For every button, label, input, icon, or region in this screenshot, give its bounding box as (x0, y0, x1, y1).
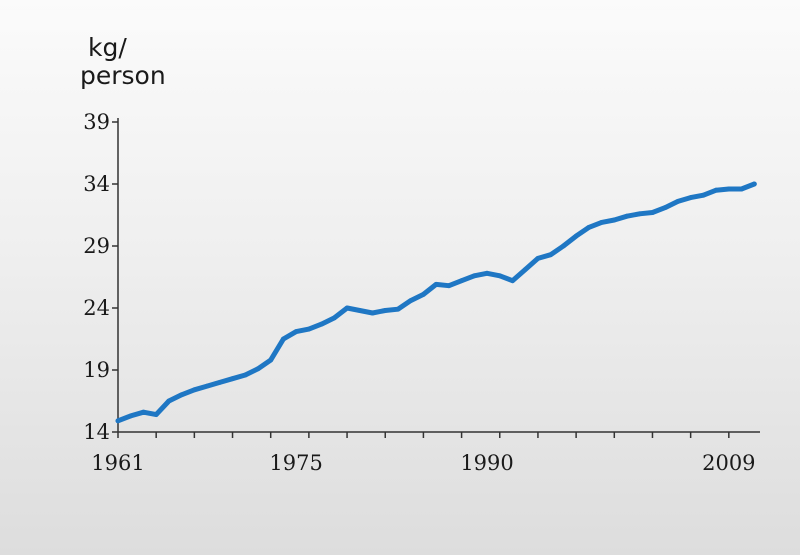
data-point (650, 210, 655, 215)
data-point (344, 305, 350, 311)
data-point (281, 336, 286, 342)
y-tick-label: 14 (83, 420, 110, 444)
series-line (115, 181, 757, 424)
y-tick-label: 24 (83, 296, 110, 320)
data-point (306, 326, 312, 332)
data-point (433, 282, 439, 287)
x-tick-label: 1990 (460, 451, 513, 475)
data-point (192, 387, 197, 393)
x-tick-label: 2009 (702, 451, 755, 475)
data-point (662, 205, 668, 211)
data-point (179, 392, 185, 398)
data-point (166, 398, 172, 404)
y-tick-label: 34 (83, 172, 110, 196)
data-point (293, 329, 299, 334)
data-point (204, 383, 210, 389)
data-point (611, 217, 617, 223)
data-point (510, 278, 515, 284)
data-point (421, 292, 426, 297)
data-point (217, 380, 223, 385)
y-tick-label: 39 (83, 110, 110, 134)
data-point (141, 409, 146, 415)
data-point (573, 233, 579, 239)
data-point (713, 187, 719, 193)
y-axis-label-line1: kg/ (88, 33, 127, 62)
x-tick-label: 1975 (269, 451, 322, 475)
data-point (382, 308, 388, 313)
data-point (586, 225, 592, 230)
data-point (115, 418, 121, 424)
data-point (535, 256, 541, 261)
data-point (751, 181, 757, 187)
data-point (675, 199, 681, 204)
data-point (153, 412, 159, 417)
data-point (242, 372, 248, 378)
data-point (522, 267, 528, 272)
data-point (637, 211, 643, 217)
data-point (561, 243, 566, 249)
y-tick-label: 29 (83, 234, 110, 258)
data-point (128, 413, 134, 419)
data-point (548, 252, 554, 258)
data-point (599, 220, 604, 225)
data-point (688, 195, 693, 201)
data-point (255, 366, 261, 372)
data-point (446, 283, 452, 289)
data-point (726, 186, 732, 192)
data-point (357, 308, 363, 313)
data-point (497, 273, 503, 279)
y-tick-label: 19 (83, 358, 110, 382)
data-point (471, 273, 477, 279)
data-point (331, 315, 337, 321)
data-point (701, 192, 706, 198)
data-point (739, 186, 744, 192)
y-axis-label-line2: person (80, 61, 166, 90)
data-point (624, 213, 630, 219)
data-point (395, 306, 401, 312)
data-point (459, 278, 464, 284)
data-point (484, 270, 490, 276)
data-point (408, 298, 414, 303)
data-point (370, 310, 375, 316)
x-tick-label: 1961 (91, 451, 144, 475)
data-point (230, 376, 235, 382)
data-point (268, 357, 274, 363)
data-point (319, 321, 324, 327)
